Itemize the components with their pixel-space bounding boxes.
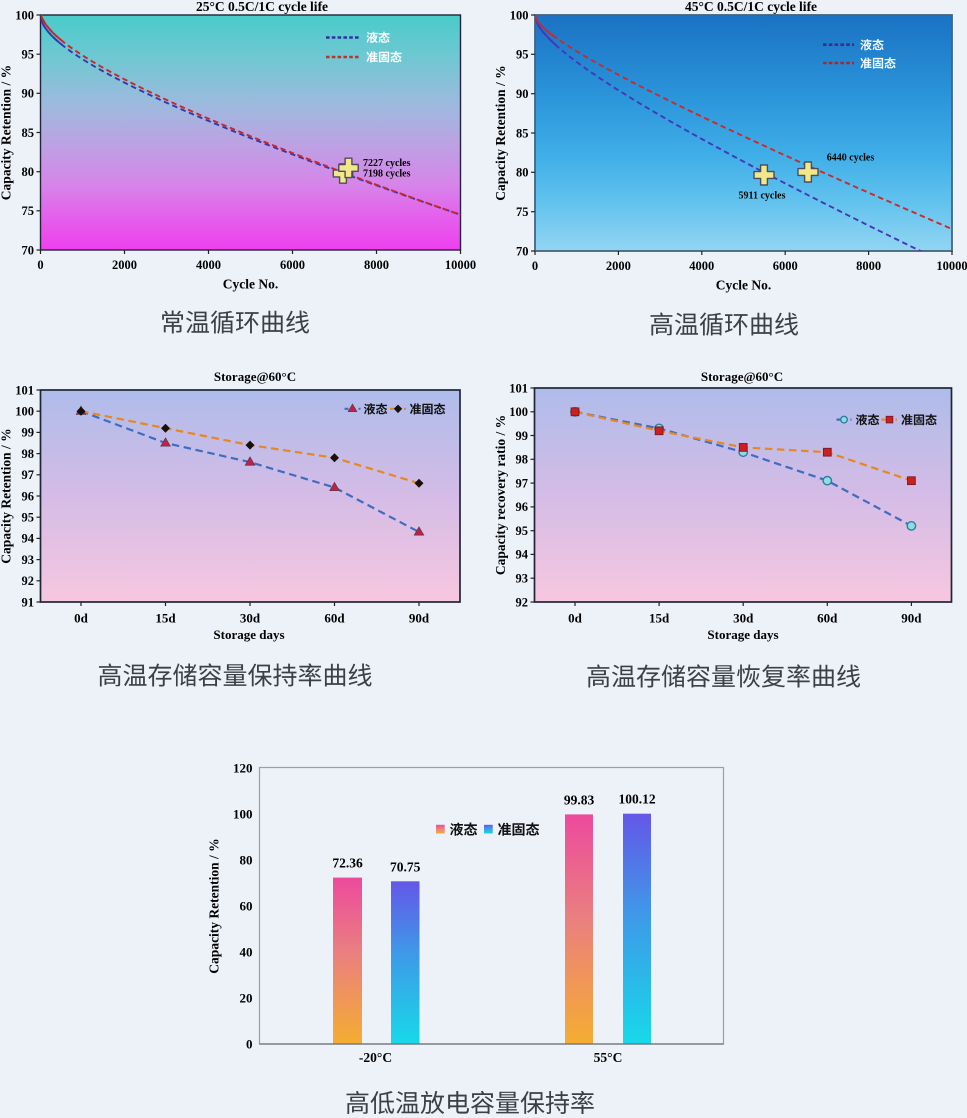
svg-text:90: 90 xyxy=(516,87,529,101)
svg-text:10000: 10000 xyxy=(936,259,967,273)
svg-text:95: 95 xyxy=(22,47,35,61)
svg-text:6000: 6000 xyxy=(773,259,798,273)
svg-text:80: 80 xyxy=(240,852,253,867)
svg-text:96: 96 xyxy=(516,500,529,514)
svg-text:6000: 6000 xyxy=(280,258,305,272)
svg-text:40: 40 xyxy=(240,944,253,959)
svg-text:75: 75 xyxy=(516,205,529,219)
svg-text:20: 20 xyxy=(240,990,253,1005)
svg-text:70: 70 xyxy=(516,244,529,258)
svg-text:2000: 2000 xyxy=(112,258,137,272)
svg-text:Storage days: Storage days xyxy=(213,627,284,642)
svg-text:Capacity Retention / %: Capacity Retention / % xyxy=(0,428,14,563)
svg-text:0: 0 xyxy=(532,259,538,273)
svg-text:6440 cycles: 6440 cycles xyxy=(827,153,875,164)
svg-text:99: 99 xyxy=(22,426,35,440)
svg-text:85: 85 xyxy=(516,126,529,140)
svg-text:94: 94 xyxy=(516,548,529,562)
svg-text:Capacity Retention / %: Capacity Retention / % xyxy=(493,65,508,200)
svg-text:95: 95 xyxy=(22,511,35,525)
svg-text:94: 94 xyxy=(22,532,35,546)
svg-text:60d: 60d xyxy=(817,610,838,625)
svg-text:Storage@60°C: Storage@60°C xyxy=(214,369,296,384)
svg-text:95: 95 xyxy=(516,48,529,62)
svg-text:60d: 60d xyxy=(324,610,345,625)
svg-text:72.36: 72.36 xyxy=(332,856,363,871)
svg-text:10000: 10000 xyxy=(445,258,476,272)
svg-text:8000: 8000 xyxy=(856,259,881,273)
svg-text:101: 101 xyxy=(15,383,34,397)
svg-text:75: 75 xyxy=(22,204,35,218)
svg-text:99: 99 xyxy=(516,429,529,443)
svg-text:55°C: 55°C xyxy=(594,1050,623,1065)
svg-text:Cycle No.: Cycle No. xyxy=(223,277,278,292)
svg-text:92: 92 xyxy=(22,574,35,588)
svg-text:0: 0 xyxy=(246,1036,253,1051)
svg-text:70.75: 70.75 xyxy=(390,859,421,874)
svg-text:95: 95 xyxy=(516,524,529,538)
svg-text:7198 cycles: 7198 cycles xyxy=(363,169,411,180)
svg-text:100: 100 xyxy=(15,405,34,419)
svg-text:30d: 30d xyxy=(733,610,754,625)
svg-text:5911 cycles: 5911 cycles xyxy=(739,191,786,202)
svg-text:99.83: 99.83 xyxy=(564,792,595,807)
svg-text:100: 100 xyxy=(510,8,529,22)
svg-text:97: 97 xyxy=(22,468,35,482)
svg-text:Storage days: Storage days xyxy=(707,627,778,642)
svg-text:100.12: 100.12 xyxy=(618,792,655,807)
svg-text:92: 92 xyxy=(516,595,529,609)
svg-text:90d: 90d xyxy=(901,610,922,625)
svg-text:0d: 0d xyxy=(74,610,89,625)
svg-text:98: 98 xyxy=(22,447,35,461)
svg-text:Storage@60°C: Storage@60°C xyxy=(701,369,783,384)
svg-text:7227 cycles: 7227 cycles xyxy=(363,158,411,169)
svg-text:25°C 0.5C/1C cycle life: 25°C 0.5C/1C cycle life xyxy=(196,0,328,14)
svg-text:15d: 15d xyxy=(649,610,670,625)
svg-text:93: 93 xyxy=(516,572,529,586)
svg-text:90d: 90d xyxy=(409,610,430,625)
svg-text:0: 0 xyxy=(37,258,43,272)
svg-text:15d: 15d xyxy=(155,610,176,625)
svg-text:90: 90 xyxy=(22,87,35,101)
svg-text:Cycle No.: Cycle No. xyxy=(716,278,771,293)
svg-text:100: 100 xyxy=(233,806,253,821)
svg-text:97: 97 xyxy=(516,476,529,490)
svg-text:100: 100 xyxy=(15,8,34,22)
svg-text:-20°C: -20°C xyxy=(359,1050,392,1065)
svg-text:80: 80 xyxy=(22,165,35,179)
svg-text:96: 96 xyxy=(22,489,35,503)
svg-text:Capacity recovery ratio / %: Capacity recovery ratio / % xyxy=(493,415,508,575)
svg-text:100: 100 xyxy=(509,405,528,419)
svg-text:8000: 8000 xyxy=(364,258,389,272)
svg-text:Capacity Retention / %: Capacity Retention / % xyxy=(0,65,14,200)
svg-text:120: 120 xyxy=(233,760,253,775)
svg-text:Capacity Retention / %: Capacity Retention / % xyxy=(207,838,222,973)
svg-text:98: 98 xyxy=(516,453,529,467)
svg-text:70: 70 xyxy=(22,243,35,257)
svg-text:93: 93 xyxy=(22,553,35,567)
svg-text:101: 101 xyxy=(509,381,528,395)
svg-text:91: 91 xyxy=(22,595,35,609)
svg-text:80: 80 xyxy=(516,166,529,180)
svg-text:4000: 4000 xyxy=(689,259,714,273)
svg-text:0d: 0d xyxy=(568,610,583,625)
svg-text:30d: 30d xyxy=(240,610,261,625)
svg-text:60: 60 xyxy=(240,898,253,913)
svg-text:45°C 0.5C/1C cycle life: 45°C 0.5C/1C cycle life xyxy=(685,0,817,14)
svg-text:2000: 2000 xyxy=(606,259,631,273)
svg-text:85: 85 xyxy=(22,126,35,140)
svg-text:4000: 4000 xyxy=(196,258,221,272)
